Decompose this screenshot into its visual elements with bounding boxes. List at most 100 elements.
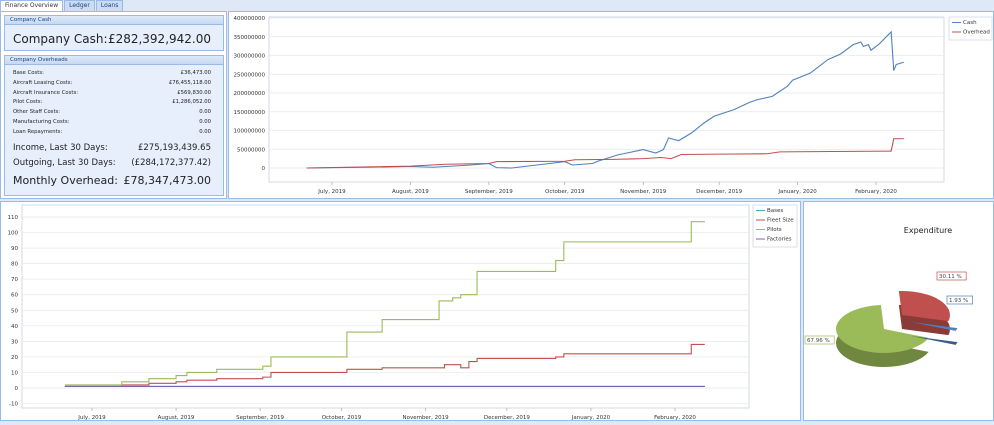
company-cash-row: Company Cash: £282,392,942.00 xyxy=(13,32,211,46)
overhead-value: 0.00 xyxy=(199,109,211,116)
income-row: Income, Last 30 Days: £275,193,439.65 xyxy=(13,143,211,153)
series-line-overhead xyxy=(306,138,904,169)
company-cash-label: Company Cash: xyxy=(13,32,108,46)
cash-overhead-chart: 0 50000000 100000000 150000000 200000000 2500… xyxy=(234,16,993,195)
legend: Cash Overhead xyxy=(948,16,993,41)
overhead-row: Manufacturing Costs: 0.00 xyxy=(13,119,211,125)
x-tick-label: December, 2019 xyxy=(696,189,743,195)
legend-label: Pilots xyxy=(767,227,782,233)
outgoing-label: Outgoing, Last 30 Days: xyxy=(13,158,116,168)
x-tick-label: January, 2020 xyxy=(571,415,611,421)
y-tick-label: 10 xyxy=(11,370,18,376)
x-tick-label: November, 2019 xyxy=(620,189,667,195)
y-tick-label: 0 xyxy=(15,386,19,392)
legend-label: Overhead xyxy=(963,30,990,36)
x-tick-label: October, 2019 xyxy=(545,189,585,195)
overhead-label: Aircraft Leasing Costs: xyxy=(13,79,73,86)
y-tick-label: 20 xyxy=(11,355,18,361)
overhead-value: £76,455,118.00 xyxy=(168,79,211,86)
y-tick-label: 400000000 xyxy=(234,16,266,22)
legend-box xyxy=(752,204,798,248)
monthly-overhead-row: Monthly Overhead: £78,347,473.00 xyxy=(13,174,211,187)
fleet-chart-panel: -10 0 10 20 30 40 50 60 70 80 90 100 110 July, 2019 Au… xyxy=(0,201,801,421)
overhead-label: Base Costs: xyxy=(13,70,44,76)
tab-bar: Finance Overview Ledger Loans xyxy=(0,0,124,11)
overhead-value: 0.00 xyxy=(199,119,211,125)
x-tick-label: January, 2020 xyxy=(777,189,817,195)
finance-summary-panel: Company Cash Company Cash: £282,392,942.… xyxy=(0,11,227,199)
fleet-pilots-chart: -10 0 10 20 30 40 50 60 70 80 90 100 110 July, 2019 Au… xyxy=(8,204,798,421)
overhead-label: Aircraft Insurance Costs: xyxy=(13,89,79,96)
company-cash-value: £282,392,942.00 xyxy=(107,32,211,46)
overhead-row: Base Costs: £36,473.00 xyxy=(13,70,211,76)
y-tick-label: 60 xyxy=(11,293,18,299)
y-tick-label: 100000000 xyxy=(234,129,266,135)
overhead-value: £1,286,052.00 xyxy=(172,99,211,106)
y-tick-label: 350000000 xyxy=(234,35,266,41)
outgoing-row: Outgoing, Last 30 Days: (£284,172,377.42… xyxy=(13,158,211,168)
series-line-pilots xyxy=(64,221,705,386)
y-tick-label: 100 xyxy=(8,231,19,237)
overhead-value: 0.00 xyxy=(199,128,211,135)
overhead-label: Pilot Costs: xyxy=(13,99,43,106)
x-tick-label: July, 2019 xyxy=(77,415,106,421)
overhead-value: £36,473.00 xyxy=(180,70,211,76)
legend-label: Cash xyxy=(963,20,977,26)
overhead-label: Manufacturing Costs: xyxy=(13,119,70,125)
y-tick-label: 50000000 xyxy=(237,147,265,153)
x-tick-label: December, 2019 xyxy=(484,415,531,421)
pie-label-box xyxy=(804,335,835,345)
y-tick-label: 40 xyxy=(11,324,18,330)
pie-label-box xyxy=(946,295,973,305)
legend-label: Factories xyxy=(767,237,792,243)
x-tick-label: August, 2019 xyxy=(392,189,429,195)
company-cash-group: Company Cash Company Cash: £282,392,942.… xyxy=(4,15,224,51)
y-tick-label: 90 xyxy=(11,246,18,252)
pie-slice-side xyxy=(911,336,958,345)
x-tick-label: July, 2019 xyxy=(317,189,346,195)
y-tick-label: 110 xyxy=(8,215,19,221)
x-tick-label: August, 2019 xyxy=(158,415,195,421)
y-tick-label: 150000000 xyxy=(234,110,266,116)
income-value: £275,193,439.65 xyxy=(137,143,211,153)
tab-loans[interactable]: Loans xyxy=(95,0,124,11)
overhead-row: Pilot Costs: £1,286,052.00 xyxy=(13,99,211,105)
pie-slice-1: 30.11 % xyxy=(898,271,967,336)
series-line-fleet-size xyxy=(64,343,705,387)
x-tick-label: September, 2019 xyxy=(236,415,284,421)
overhead-row: Other Staff Costs: 0.00 xyxy=(13,109,211,115)
y-tick-label: 50 xyxy=(11,308,18,314)
pie-title: Expenditure xyxy=(904,226,952,235)
expenditure-pie-chart: Expenditure 67.96 % 30.11 % 1.93 % xyxy=(804,226,973,367)
overhead-value: £569,830.00 xyxy=(177,89,211,96)
pie-label-box xyxy=(936,271,967,281)
x-tick-label: September, 2019 xyxy=(465,189,513,195)
expenditure-pie-panel: Expenditure 67.96 % 30.11 % 1.93 % xyxy=(803,201,994,421)
y-tick-label: 70 xyxy=(11,277,18,283)
x-tick-label: November, 2019 xyxy=(402,415,449,421)
pie-slice-top xyxy=(836,305,929,353)
legend: Bases Fleet Size Pilots Factories xyxy=(752,204,798,248)
pie-slice-top xyxy=(898,291,950,322)
pie-slice-2: 1.93 % xyxy=(911,295,973,345)
tab-ledger[interactable]: Ledger xyxy=(64,0,95,11)
monthly-overhead-value: £78,347,473.00 xyxy=(123,174,211,187)
pie-slice-top xyxy=(911,322,958,331)
outgoing-value: (£284,172,377.42) xyxy=(131,158,211,168)
overhead-row: Aircraft Insurance Costs: £569,830.00 xyxy=(13,90,211,96)
y-tick-label: 200000000 xyxy=(234,91,266,97)
tab-finance-overview[interactable]: Finance Overview xyxy=(0,0,64,11)
income-label: Income, Last 30 Days: xyxy=(13,143,108,153)
x-tick-label: February, 2020 xyxy=(855,189,897,195)
overhead-row: Aircraft Leasing Costs: £76,455,118.00 xyxy=(13,80,211,86)
pie-label: 30.11 % xyxy=(939,274,962,280)
x-tick-label: February, 2020 xyxy=(654,415,696,421)
overhead-label: Loan Repayments: xyxy=(13,128,63,135)
series-line-cash xyxy=(306,30,904,169)
y-tick-label: 0 xyxy=(262,166,266,172)
y-tick-label: 250000000 xyxy=(234,72,266,78)
y-tick-label: 300000000 xyxy=(234,54,266,60)
company-overheads-header: Company Overheads xyxy=(5,56,223,65)
pie-label: 67.96 % xyxy=(807,338,830,344)
pie-slice-0: 67.96 % xyxy=(804,305,929,367)
